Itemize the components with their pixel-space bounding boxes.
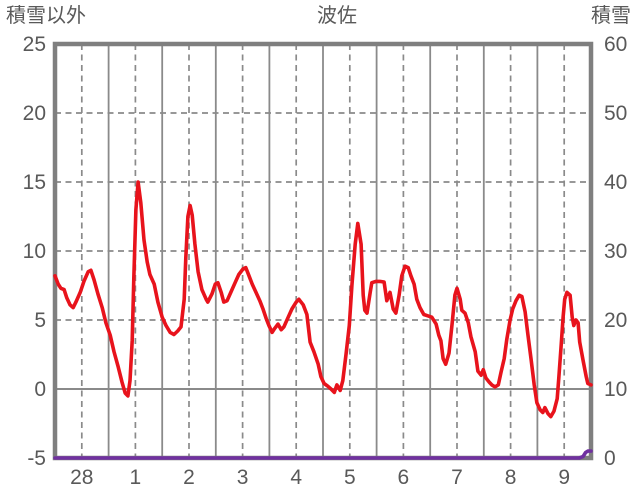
x-tick-label: 3 [236,466,249,489]
snow-depth-line [53,449,593,460]
right-tick-label: 40 [604,171,628,194]
right-tick-label: 60 [604,33,628,56]
x-tick-label: 8 [504,466,517,489]
x-tick-label: 6 [397,466,410,489]
x-tick-label: 4 [290,466,303,489]
left-tick-label: 0 [34,378,46,401]
right-tick-label: 30 [604,240,628,263]
right-tick-label: 10 [604,378,628,401]
x-tick-label: 2 [183,466,195,489]
x-tick-label: 9 [558,466,571,489]
chart-title: 波佐 [317,5,357,27]
left-axis-title: 積雪以外 [6,5,86,27]
x-tick-label: 7 [451,466,463,489]
x-tick-label: 28 [70,466,94,489]
left-tick-label: 10 [22,240,46,263]
left-tick-label: -5 [27,447,46,470]
left-tick-label: 20 [22,102,46,125]
right-axis-title: 積雪 [591,5,631,27]
temperature-line [53,180,593,419]
right-tick-label: 20 [604,309,628,332]
left-tick-label: 25 [22,33,46,56]
right-tick-label: 0 [604,447,616,470]
left-tick-label: 5 [34,309,46,332]
x-tick-label: 5 [343,466,356,489]
left-tick-label: 15 [22,171,46,194]
right-tick-label: 50 [604,102,628,125]
x-tick-label: 1 [129,466,142,489]
